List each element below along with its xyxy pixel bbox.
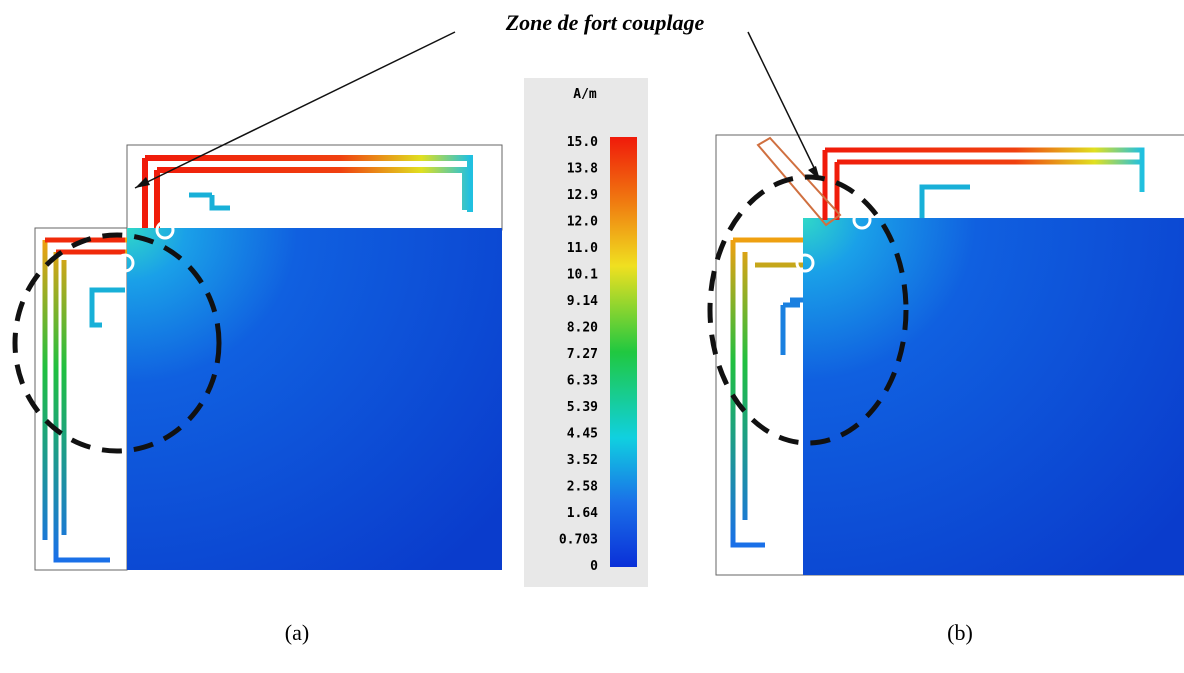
caption: (a) [285, 620, 309, 645]
antenna-trace [730, 237, 803, 548]
annotation: Zone de fort couplage [505, 10, 705, 35]
colorbar-label: 12.0 [567, 215, 598, 230]
ground-plane [803, 218, 1184, 575]
antenna-trace [822, 147, 1145, 220]
colorbar-label: 0 [590, 559, 598, 574]
coupling-zone [707, 174, 909, 446]
port [115, 253, 135, 273]
colorbar-scale [610, 137, 637, 567]
antenna-trace [189, 192, 230, 211]
annotation-arrow [134, 31, 821, 189]
colorbar-label: 2.58 [567, 480, 598, 495]
antenna-trace [142, 155, 473, 228]
colorbar: A/m 15.0 13.8 12.9 12.0 11.0 10.1 9.14 8.20 7.27… [524, 78, 648, 587]
colorbar-label: 3.52 [567, 453, 598, 468]
board-outline [34, 227, 128, 571]
colorbar-label: 5.39 [567, 400, 598, 415]
caption: (b) [947, 620, 973, 645]
panel-a [12, 144, 503, 571]
colorbar-unit: A/m [573, 87, 597, 102]
antenna-trace [89, 287, 125, 328]
coupling-strip [756, 136, 842, 227]
ground-plane [127, 228, 502, 570]
colorbar-label: 12.9 [567, 188, 598, 203]
coupling-zone [12, 232, 222, 454]
panel-b [707, 134, 1184, 576]
colorbar-label: 7.27 [567, 347, 598, 362]
colorbar-labels: 15.0 13.8 12.9 12.0 11.0 10.1 9.14 8.20 7.27 6.33… [559, 135, 598, 574]
colorbar-label: 10.1 [567, 268, 598, 283]
colorbar-label: 0.703 [559, 533, 598, 548]
port [155, 220, 175, 240]
colorbar-label: 1.64 [567, 506, 598, 521]
port [795, 253, 815, 273]
port [852, 210, 872, 230]
colorbar-label: 8.20 [567, 321, 598, 336]
colorbar-label: 9.14 [567, 294, 598, 309]
antenna-trace [780, 297, 803, 355]
colorbar-label: 6.33 [567, 374, 598, 389]
antenna-trace [919, 184, 970, 218]
colorbar-label: 4.45 [567, 427, 598, 442]
colorbar-label: 11.0 [567, 241, 598, 256]
colorbar-label: 13.8 [567, 162, 598, 177]
colorbar-label: 15.0 [567, 135, 598, 150]
